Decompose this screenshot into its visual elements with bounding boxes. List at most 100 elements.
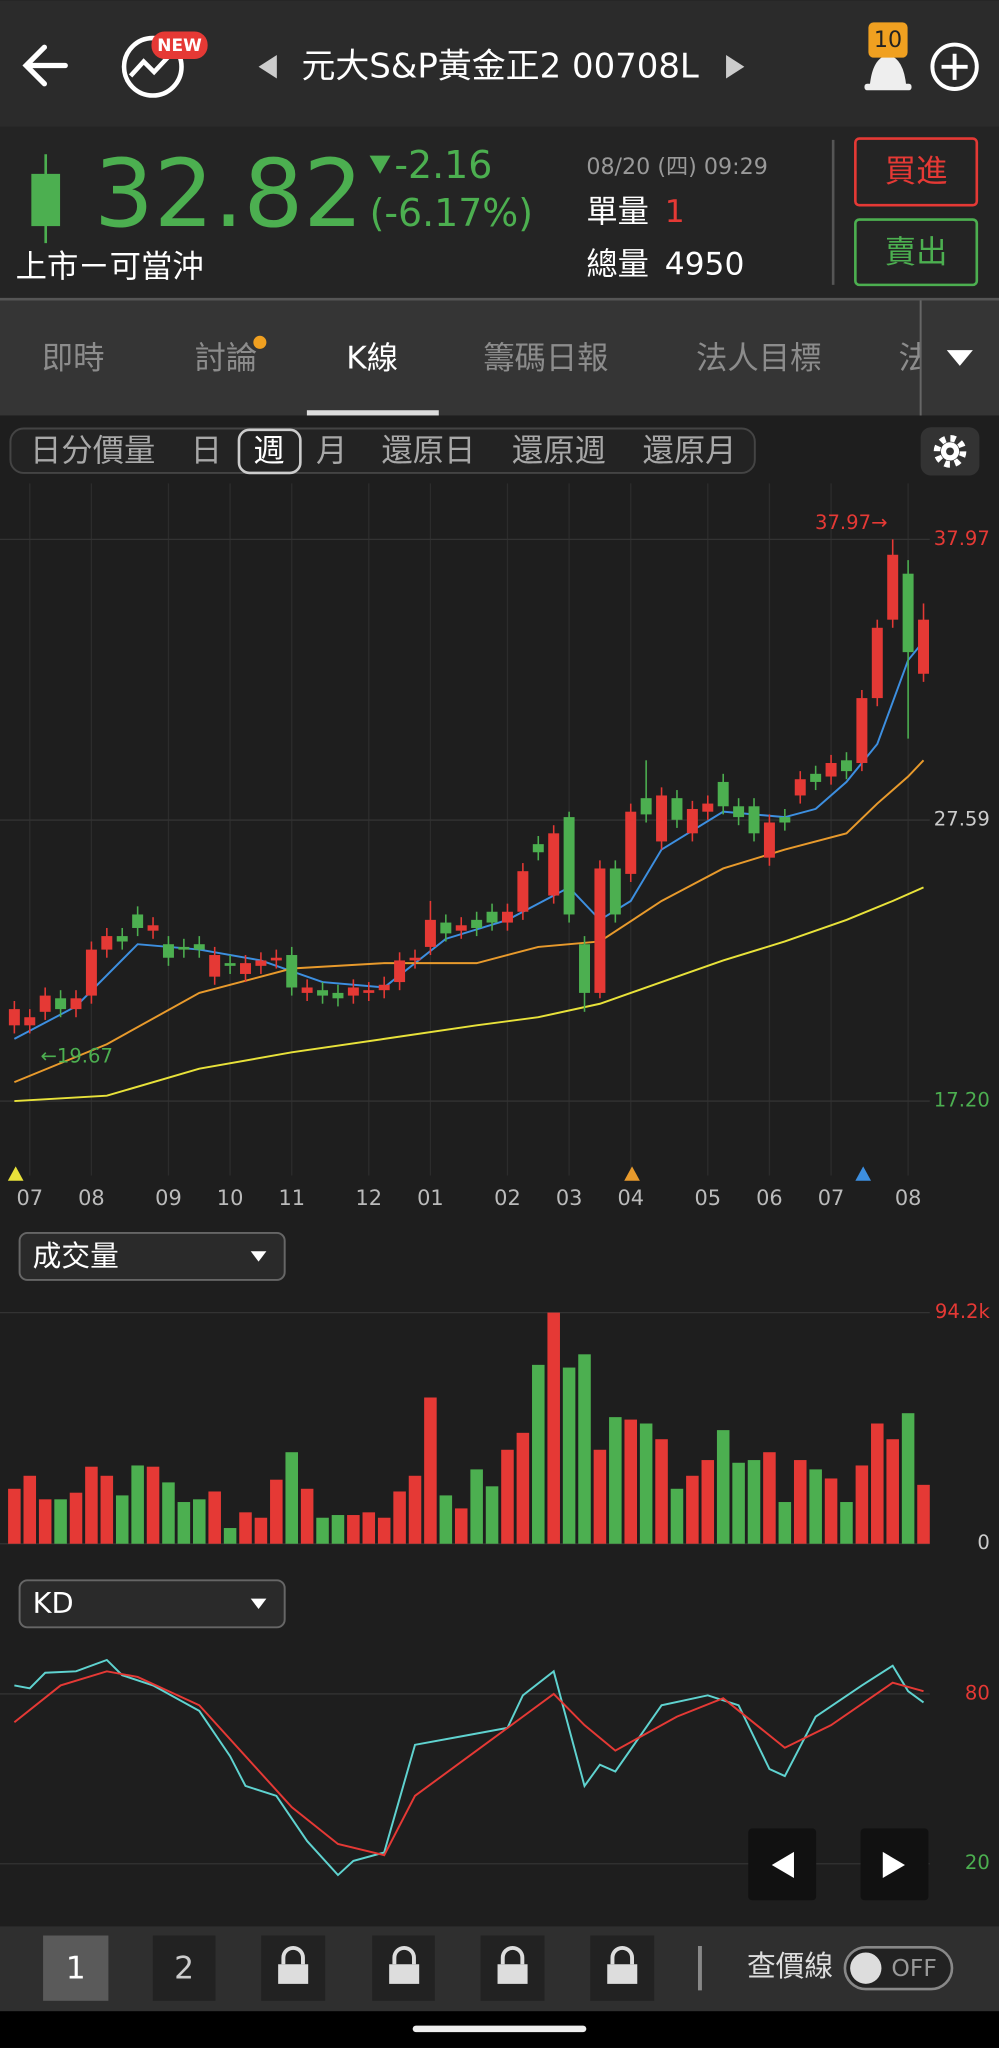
candle-body — [409, 957, 421, 961]
volume-bar — [69, 1492, 83, 1544]
x-tick-label: 10 — [217, 1186, 244, 1210]
x-tick-label: 07 — [818, 1186, 845, 1210]
candle-body — [270, 957, 282, 961]
tabs: 即時 討論 K線 籌碼日報 法人目標 法 — [42, 340, 929, 376]
bell-body — [869, 55, 907, 87]
candle-body — [856, 698, 868, 764]
tab-underline — [306, 410, 439, 416]
volume-bar — [562, 1367, 576, 1544]
x-tick-label: 08 — [895, 1186, 922, 1210]
volume-bar — [85, 1466, 98, 1544]
next-stock[interactable] — [726, 55, 745, 79]
layout-button[interactable] — [152, 1935, 216, 2001]
period[interactable]: 還原月 — [643, 433, 737, 469]
unit-volume-label: 單量 — [586, 194, 649, 230]
volume-bar — [778, 1502, 792, 1544]
tab[interactable]: 即時 — [42, 340, 105, 376]
y-tick-label: 20 — [965, 1851, 990, 1874]
unread-dot — [253, 335, 267, 349]
buy-button[interactable] — [854, 137, 979, 207]
tab[interactable]: 籌碼日報 — [483, 340, 608, 376]
tab[interactable]: 討論 — [195, 340, 258, 376]
annotation: 37.97→ — [815, 511, 887, 534]
tab[interactable]: 法人目標 — [696, 340, 821, 376]
settings-button[interactable] — [920, 427, 980, 476]
total-volume: 4950 — [665, 246, 745, 282]
candle-body — [55, 998, 67, 1010]
volume-bar — [454, 1508, 468, 1544]
kd-line — [14, 1658, 925, 1877]
trend-icon-ring — [121, 35, 184, 98]
volume-bar — [270, 1479, 283, 1544]
total-volume-label: 總量 — [586, 246, 649, 282]
top-bar — [0, 0, 999, 127]
candle-body — [70, 998, 82, 1010]
volume-bar — [177, 1502, 191, 1544]
candle-body — [209, 955, 221, 977]
lock-shackle — [281, 1945, 635, 1965]
price-change: -2.16 — [394, 143, 492, 187]
y-tick-label: 17.20 — [934, 1089, 990, 1112]
candle-body — [363, 990, 375, 993]
indicator-select[interactable] — [18, 1231, 286, 1281]
scroll-right-icon — [882, 1851, 905, 1879]
period[interactable]: 還原週 — [512, 433, 606, 469]
scroll-left-icon — [771, 1851, 794, 1879]
trend-icon[interactable]: NEW — [121, 31, 208, 98]
period[interactable]: 還原日 — [381, 433, 475, 469]
layout-label: 2 — [174, 1950, 194, 1986]
volume-bar — [285, 1452, 299, 1544]
volume-bar — [871, 1423, 884, 1544]
sell-button[interactable] — [854, 218, 979, 287]
candle-body — [717, 781, 729, 807]
back-button[interactable] — [22, 44, 68, 87]
prev-stock[interactable] — [258, 55, 277, 79]
volume-bar — [716, 1430, 730, 1544]
volume-bar — [54, 1499, 67, 1544]
period[interactable]: 日分價量 — [30, 433, 155, 469]
candle-body — [347, 987, 359, 996]
add-plus — [941, 53, 968, 80]
x-tick-label: 02 — [494, 1186, 521, 1210]
new-badge — [151, 31, 208, 59]
tab[interactable]: 法 — [898, 340, 929, 376]
candle-body — [440, 922, 452, 934]
candle-body — [686, 808, 698, 834]
volume-bar — [362, 1512, 376, 1544]
add-button[interactable] — [930, 42, 979, 91]
sell-label: 賣出 — [885, 235, 948, 271]
volume-bar — [23, 1475, 37, 1544]
volume-bar — [439, 1495, 453, 1544]
candle-body — [39, 995, 51, 1012]
candle-body — [733, 806, 745, 818]
volume-bar — [316, 1517, 329, 1544]
indicator-select[interactable] — [18, 1579, 286, 1629]
candle-body — [517, 871, 529, 912]
market-label: 上市ㄧ可當沖 — [16, 249, 204, 285]
x-tick-label: 08 — [78, 1186, 105, 1210]
signal-marker — [855, 1166, 872, 1181]
alert-count: 10 — [874, 27, 902, 53]
period[interactable]: 日 — [191, 433, 222, 469]
volume-bar — [793, 1460, 807, 1544]
tab[interactable]: K線 — [346, 340, 398, 376]
period[interactable]: 月 — [316, 433, 347, 469]
layout-button[interactable] — [43, 1935, 109, 2001]
candle-body — [640, 798, 652, 815]
volume-bar — [8, 1488, 21, 1544]
tab-more[interactable] — [946, 350, 973, 366]
volume-bar — [239, 1512, 252, 1544]
volume-bar — [254, 1517, 268, 1544]
candle-body — [748, 806, 760, 834]
volume-bar — [331, 1515, 345, 1544]
alert-bell[interactable]: 10 — [864, 22, 912, 91]
candle-body — [332, 992, 344, 999]
candle-body — [85, 949, 97, 996]
period[interactable]: 週 — [253, 433, 284, 469]
candle-body — [162, 944, 174, 958]
stock-title: 元大S&P黃金正2 00708L — [301, 47, 698, 87]
candle-body — [24, 1017, 36, 1026]
x-tick-label: 07 — [16, 1186, 43, 1210]
y-tick-label: 0 — [977, 1531, 989, 1554]
x-tick-label: 05 — [694, 1186, 721, 1210]
